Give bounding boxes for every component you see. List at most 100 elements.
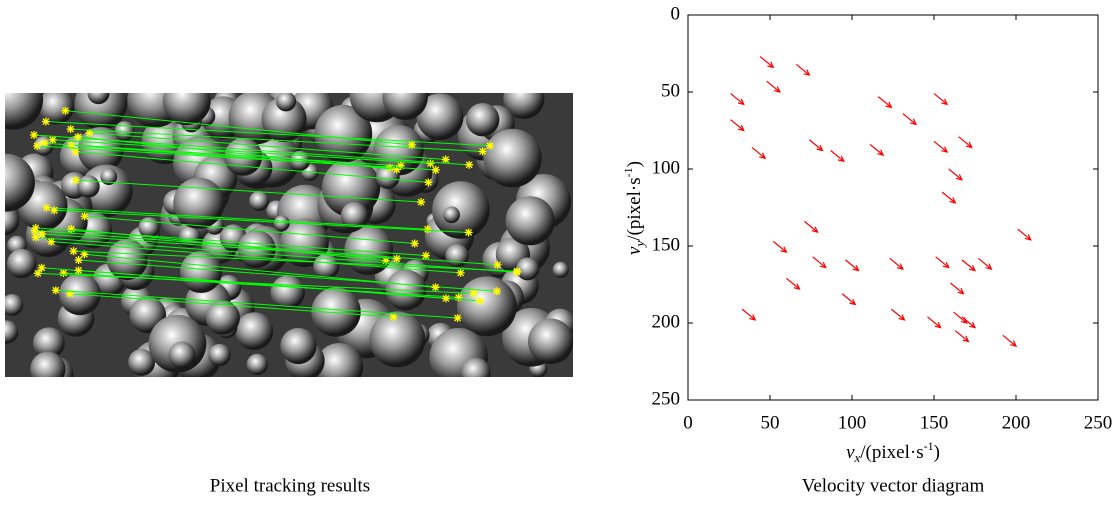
track-line xyxy=(34,230,498,266)
track-point xyxy=(65,289,74,298)
bubble xyxy=(280,218,329,268)
y-tick-label: 50 xyxy=(661,80,680,101)
velocity-arrow xyxy=(1017,228,1032,241)
track-line xyxy=(75,151,429,183)
track-point xyxy=(48,135,57,144)
chart-title: Velocity vector diagram xyxy=(802,475,985,496)
plot-frame xyxy=(687,14,1099,401)
track-line xyxy=(45,121,491,147)
label-subscript: y xyxy=(632,241,647,249)
track-point xyxy=(61,106,70,115)
velocity-arrow xyxy=(1002,334,1018,347)
bubble xyxy=(273,215,290,232)
velocity-arrow xyxy=(730,119,745,132)
x-tick-label: 0 xyxy=(683,412,693,433)
track-point xyxy=(59,268,68,277)
y-axis-label: vy/(pixel·s-1) xyxy=(621,161,647,255)
velocity-arrow xyxy=(808,139,824,152)
x-tick-label: 250 xyxy=(1084,412,1113,433)
track-line xyxy=(35,227,426,257)
bubble xyxy=(5,153,35,212)
velocity-arrow xyxy=(759,56,775,69)
velocity-arrow xyxy=(954,330,970,343)
bubble xyxy=(5,93,44,130)
tracking-image xyxy=(5,93,573,377)
track-point xyxy=(431,283,440,292)
velocity-arrow xyxy=(902,113,918,126)
velocity-arrow xyxy=(933,140,949,153)
track-point xyxy=(69,247,78,256)
velocity-arrow xyxy=(804,220,819,234)
velocity-arrow xyxy=(730,93,745,106)
track-line xyxy=(73,250,518,272)
track-point xyxy=(469,289,478,298)
bubble xyxy=(443,206,460,224)
velocity-arrow xyxy=(751,146,767,160)
track-point xyxy=(85,128,94,137)
track-point xyxy=(47,237,56,246)
track-point xyxy=(486,141,495,150)
velocity-arrow xyxy=(935,256,950,269)
velocity-arrow xyxy=(741,308,757,321)
velocity-arrow xyxy=(948,168,963,181)
track-point xyxy=(456,268,465,277)
track-line xyxy=(55,289,458,319)
track-point xyxy=(30,226,39,235)
y-tick-label: 0 xyxy=(671,3,681,24)
track-point xyxy=(31,223,40,232)
track-point xyxy=(38,230,47,239)
x-axis-label: vx/(pixel·s-1) xyxy=(846,439,940,465)
track-point xyxy=(73,132,82,141)
track-point xyxy=(31,233,40,242)
bubble xyxy=(114,121,135,141)
track-point xyxy=(80,212,89,221)
track-point xyxy=(392,254,401,263)
track-point xyxy=(42,203,51,212)
track-point xyxy=(464,228,473,237)
bubble xyxy=(106,239,148,281)
track-point xyxy=(389,312,398,321)
track-line xyxy=(54,209,469,233)
bubble xyxy=(340,201,369,230)
track-point xyxy=(74,266,83,275)
track-point xyxy=(493,260,502,269)
bubble xyxy=(321,158,381,217)
x-tick-label: 100 xyxy=(838,412,867,433)
track-line xyxy=(51,241,461,274)
bubble xyxy=(552,261,569,278)
track-line xyxy=(84,215,415,244)
track-line xyxy=(44,142,401,167)
track-line xyxy=(75,179,422,203)
velocity-arrow xyxy=(766,80,781,93)
velocity-arrow xyxy=(953,311,968,324)
bubble xyxy=(432,181,490,239)
track-point xyxy=(410,239,419,248)
label-unit: /(pixel·s xyxy=(860,442,923,463)
bubble xyxy=(5,320,19,344)
track-point xyxy=(475,296,484,305)
bubble xyxy=(77,175,100,198)
bubble xyxy=(7,248,37,279)
track-point xyxy=(465,160,474,169)
label-symbol: v xyxy=(846,442,855,463)
bubble xyxy=(375,165,400,189)
bubble xyxy=(528,318,573,365)
track-point xyxy=(41,117,50,126)
bubble xyxy=(224,137,263,176)
label-close: ) xyxy=(624,161,645,167)
y-tick-label: 200 xyxy=(652,311,681,332)
track-point xyxy=(421,251,430,260)
bubble xyxy=(32,327,65,360)
track-point xyxy=(385,163,394,172)
track-point xyxy=(392,165,401,174)
track-line xyxy=(65,110,412,146)
track-point xyxy=(417,198,426,207)
velocity-arrow xyxy=(841,293,857,306)
bubble xyxy=(74,93,128,130)
bubble xyxy=(315,343,364,377)
velocity-arrow xyxy=(889,257,904,270)
velocity-arrow xyxy=(961,259,977,272)
bubble xyxy=(5,206,20,236)
track-point xyxy=(492,287,501,296)
velocity-arrow xyxy=(927,316,942,329)
